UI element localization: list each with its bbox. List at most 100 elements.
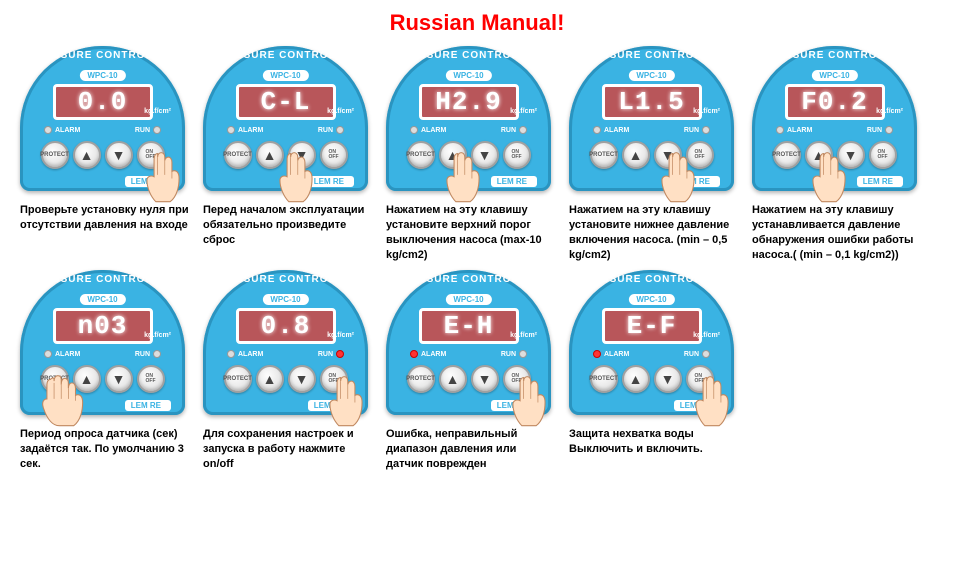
onoff-button[interactable]: ONOFF	[503, 141, 531, 169]
brand-label: LEM RE	[125, 176, 171, 187]
protect-button[interactable]: PROTECT	[407, 365, 435, 393]
controller-device: PRESSURE CONTROLLER WPC-10 F0.2 kg.f/cm²…	[752, 46, 917, 191]
manual-step: PRESSURE CONTROLLER WPC-10 L1.5 kg.f/cm²…	[569, 46, 744, 262]
onoff-button[interactable]: ONOFF	[320, 141, 348, 169]
up-button[interactable]: ▲	[73, 365, 101, 393]
down-button[interactable]: ▼	[471, 141, 499, 169]
lcd-display: E-F	[602, 308, 702, 344]
step-caption: Защита нехватка воды Выключить и включит…	[569, 427, 739, 457]
arrow-up-icon: ▲	[446, 148, 460, 162]
step-caption: Нажатием на эту клавишу устанавливается …	[752, 203, 922, 262]
controller-device: PRESSURE CONTROLLER WPC-10 L1.5 kg.f/cm²…	[569, 46, 734, 191]
protect-button[interactable]: PROTECT	[41, 141, 69, 169]
display-value: n03	[78, 311, 128, 341]
protect-button[interactable]: PROTECT	[590, 141, 618, 169]
run-led-dot	[885, 126, 893, 134]
arrow-down-icon: ▼	[295, 148, 309, 162]
run-led: RUN	[684, 350, 710, 358]
alarm-led: ALARM	[227, 350, 263, 358]
protect-button[interactable]: PROTECT	[407, 141, 435, 169]
step-caption: Нажатием на эту клавишу установите верхн…	[386, 203, 556, 262]
protect-button[interactable]: PROTECT	[224, 141, 252, 169]
run-led-label: RUN	[135, 127, 150, 134]
onoff-button[interactable]: ONOFF	[137, 365, 165, 393]
button-row: PROTECT ▲ ▼ ONOFF	[569, 141, 734, 169]
alarm-led-label: ALARM	[421, 127, 446, 134]
down-button[interactable]: ▼	[837, 141, 865, 169]
unit-label: kg.f/cm²	[327, 108, 354, 115]
step-caption: Для сохранения настроек и запуска в рабо…	[203, 427, 373, 472]
alarm-led-dot	[410, 350, 418, 358]
run-led: RUN	[135, 350, 161, 358]
display-value: E-F	[627, 311, 677, 341]
button-row: PROTECT ▲ ▼ ONOFF	[386, 365, 551, 393]
brand-label: LEM RE	[308, 176, 354, 187]
up-button[interactable]: ▲	[805, 141, 833, 169]
onoff-button[interactable]: ONOFF	[869, 141, 897, 169]
arrow-up-icon: ▲	[80, 148, 94, 162]
run-led-dot	[519, 126, 527, 134]
run-led-dot	[336, 350, 344, 358]
up-button[interactable]: ▲	[622, 365, 650, 393]
up-button[interactable]: ▲	[622, 141, 650, 169]
arrow-up-icon: ▲	[812, 148, 826, 162]
run-led-label: RUN	[684, 351, 699, 358]
protect-button[interactable]: PROTECT	[773, 141, 801, 169]
onoff-button[interactable]: ONOFF	[686, 365, 714, 393]
lcd-display: 0.0	[53, 84, 153, 120]
device-arc-label: PRESSURE CONTROLLER	[20, 50, 185, 61]
device-arc-label: PRESSURE CONTROLLER	[203, 274, 368, 285]
down-button[interactable]: ▼	[105, 141, 133, 169]
controller-device: PRESSURE CONTROLLER WPC-10 0.0 kg.f/cm² …	[20, 46, 185, 191]
run-led: RUN	[867, 126, 893, 134]
up-button[interactable]: ▲	[439, 365, 467, 393]
down-button[interactable]: ▼	[288, 141, 316, 169]
unit-label: kg.f/cm²	[876, 108, 903, 115]
display-value: H2.9	[435, 87, 501, 117]
down-button[interactable]: ▼	[288, 365, 316, 393]
step-caption: Период опроса датчика (сек) задаётся так…	[20, 427, 190, 472]
arrow-down-icon: ▼	[478, 372, 492, 386]
unit-label: kg.f/cm²	[693, 332, 720, 339]
manual-step: PRESSURE CONTROLLER WPC-10 E-F kg.f/cm² …	[569, 270, 744, 472]
protect-button[interactable]: PROTECT	[41, 365, 69, 393]
onoff-button[interactable]: ONOFF	[137, 141, 165, 169]
onoff-button[interactable]: ONOFF	[503, 365, 531, 393]
display-value: C-L	[261, 87, 311, 117]
up-button[interactable]: ▲	[256, 141, 284, 169]
unit-label: kg.f/cm²	[693, 108, 720, 115]
run-led-label: RUN	[684, 127, 699, 134]
run-led-dot	[702, 126, 710, 134]
device-arc-label: PRESSURE CONTROLLER	[569, 50, 734, 61]
controller-device: PRESSURE CONTROLLER WPC-10 H2.9 kg.f/cm²…	[386, 46, 551, 191]
controller-device: PRESSURE CONTROLLER WPC-10 C-L kg.f/cm² …	[203, 46, 368, 191]
down-button[interactable]: ▼	[654, 141, 682, 169]
up-button[interactable]: ▲	[439, 141, 467, 169]
down-button[interactable]: ▼	[105, 365, 133, 393]
run-led-dot	[153, 126, 161, 134]
down-button[interactable]: ▼	[471, 365, 499, 393]
controller-device: PRESSURE CONTROLLER WPC-10 0.8 kg.f/cm² …	[203, 270, 368, 415]
device-arc-label: PRESSURE CONTROLLER	[20, 274, 185, 285]
button-row: PROTECT ▲ ▼ ONOFF	[569, 365, 734, 393]
brand-label: LEM RE	[674, 176, 720, 187]
device-model: WPC-10	[628, 70, 674, 81]
manual-step: PRESSURE CONTROLLER WPC-10 H2.9 kg.f/cm²…	[386, 46, 561, 262]
up-button[interactable]: ▲	[256, 365, 284, 393]
down-button[interactable]: ▼	[654, 365, 682, 393]
run-led-label: RUN	[318, 127, 333, 134]
onoff-button[interactable]: ONOFF	[686, 141, 714, 169]
lcd-display: L1.5	[602, 84, 702, 120]
protect-button[interactable]: PROTECT	[590, 365, 618, 393]
controller-device: PRESSURE CONTROLLER WPC-10 E-F kg.f/cm² …	[569, 270, 734, 415]
up-button[interactable]: ▲	[73, 141, 101, 169]
onoff-button[interactable]: ONOFF	[320, 365, 348, 393]
controller-device: PRESSURE CONTROLLER WPC-10 E-H kg.f/cm² …	[386, 270, 551, 415]
lcd-display: 0.8	[236, 308, 336, 344]
unit-label: kg.f/cm²	[510, 108, 537, 115]
run-led-dot	[702, 350, 710, 358]
protect-button[interactable]: PROTECT	[224, 365, 252, 393]
brand-label: LEM RE	[857, 176, 903, 187]
device-model: WPC-10	[262, 294, 308, 305]
alarm-led-label: ALARM	[55, 127, 80, 134]
